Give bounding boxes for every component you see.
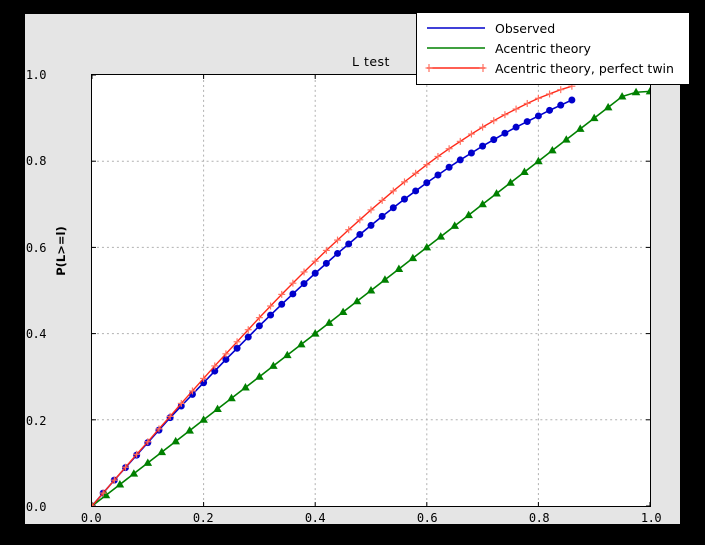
legend-box: Observed Acentric theory Acentric theory…: [416, 12, 690, 85]
series-1: [92, 86, 650, 506]
chart-title: L test: [352, 54, 390, 69]
grid-lines: [92, 75, 650, 506]
y-tick-label: 0.8: [25, 154, 47, 168]
legend-label: Acentric theory: [495, 40, 591, 56]
series-2: [92, 82, 576, 506]
x-axis-label: |l|: [364, 531, 378, 545]
x-tick-label: 0.4: [304, 511, 326, 525]
legend-swatch-acentric-theory-perfect-twin: [425, 61, 487, 75]
plot-svg: [92, 75, 650, 506]
x-tick-label: 1.0: [640, 511, 662, 525]
y-tick-label: 0.4: [25, 327, 47, 341]
legend-item-observed[interactable]: Observed: [425, 18, 681, 38]
series-0: [92, 96, 576, 506]
plot-area: [91, 74, 651, 507]
legend-item-acentric-theory[interactable]: Acentric theory: [425, 38, 681, 58]
y-tick-label: 0.0: [25, 500, 47, 514]
y-axis-label: P(L>=l): [54, 226, 68, 276]
y-tick-label: 1.0: [25, 68, 47, 82]
x-tick-label: 0.8: [528, 511, 550, 525]
y-tick-label: 0.2: [25, 414, 47, 428]
legend-label: Acentric theory, perfect twin: [495, 60, 674, 76]
legend-swatch-observed: [425, 21, 487, 35]
y-tick-label: 0.6: [25, 241, 47, 255]
legend-swatch-acentric-theory: [425, 41, 487, 55]
figure-canvas: L test 1.0 0.8 0.6 0.4 0.2 0.0 0.0 0.2 0…: [25, 12, 690, 545]
legend-item-acentric-theory-perfect-twin[interactable]: Acentric theory, perfect twin: [425, 58, 681, 78]
x-tick-label: 0.2: [192, 511, 214, 525]
x-tick-label: 0.0: [80, 511, 102, 525]
x-tick-label: 0.6: [416, 511, 438, 525]
legend-label: Observed: [495, 20, 556, 36]
